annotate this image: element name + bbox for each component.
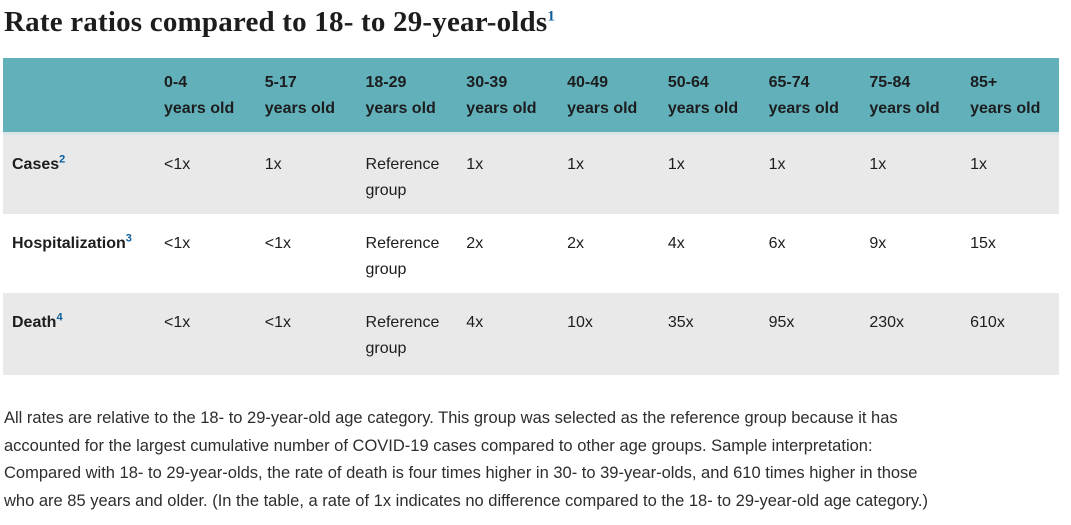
row-label-text: Hospitalization [12,235,126,252]
column-header-5-17: 5-17 years old [252,58,354,135]
footnote-ref-2[interactable]: 2 [59,153,66,166]
column-header-40-49: 40-49 years old [555,58,656,135]
age-range-label: 65-74 [768,74,810,91]
column-header-50-64: 50-64 years old [655,58,757,135]
rate-cell: 15x [970,235,996,252]
age-range-label: 0-4 [164,74,188,91]
row-header-cases: Cases2 [3,134,152,215]
rate-cell: 1x [970,156,988,173]
rate-cell: 6x [768,235,786,252]
column-header-18-29: 18-29 years old [353,58,455,135]
rate-cell: 4x [667,235,685,252]
rate-cell: 10x [567,314,593,331]
rate-cell-reference: Reference group [365,314,440,357]
rate-cell: <1x [264,314,292,331]
rate-cell: <1x [164,156,191,173]
age-suffix-label: years old [869,100,940,117]
age-range-label: 85+ [970,74,998,91]
rate-cell: 1x [466,156,484,173]
rate-cell: 610x [970,314,1005,331]
footnote-ref-3[interactable]: 3 [125,232,132,245]
column-header-75-84: 75-84 years old [857,58,959,135]
rate-cell: <1x [164,235,191,252]
age-range-label: 50-64 [667,74,709,91]
rate-cell: 1x [667,156,685,173]
rate-cell: <1x [264,235,292,252]
table-row-death: Death4 <1x <1x Reference group 4x 10x 35… [3,293,1059,375]
rate-cell-reference: Reference group [365,156,440,199]
column-header-0-4: 0-4 years old [152,58,253,135]
rate-cell: 4x [466,314,484,331]
age-range-label: 30-39 [466,74,508,91]
column-header-65-74: 65-74 years old [756,58,858,135]
footnote-ref-4[interactable]: 4 [56,311,63,324]
rate-cell: 1x [768,156,786,173]
rate-cell: 1x [567,156,584,173]
age-suffix-label: years old [466,100,537,117]
rate-cell: <1x [164,314,191,331]
age-range-label: 40-49 [567,74,608,91]
rate-cell: 35x [667,314,694,331]
row-label-text: Cases [12,156,60,173]
rate-cell: 1x [264,156,282,173]
age-suffix-label: years old [164,100,235,117]
page-title-text: Rate ratios compared to 18- to 29-year-o… [4,6,548,38]
age-suffix-label: years old [567,100,638,117]
age-suffix-label: years old [264,100,336,117]
age-range-label: 5-17 [264,74,297,91]
rate-cell: 2x [466,235,484,252]
page-title: Rate ratios compared to 18- to 29-year-o… [4,2,1071,42]
table-description: All rates are relative to the 18- to 29-… [4,409,928,510]
column-header-30-39: 30-39 years old [454,58,556,135]
table-header-row: 0-4 years old 5-17 years old 18-29 years… [3,58,1059,135]
row-header-hospitalization: Hospitalization3 [3,214,152,293]
age-suffix-label: years old [365,100,436,117]
age-range-label: 18-29 [365,74,407,91]
column-header-85-plus: 85+ years old [958,58,1059,135]
rate-cell: 230x [869,314,905,331]
age-suffix-label: years old [768,100,839,117]
table-row-cases: Cases2 <1x 1x Reference group 1x 1x 1x 1… [3,133,1059,215]
age-range-label: 75-84 [869,74,911,91]
row-header-death: Death4 [3,293,152,375]
rate-cell: 95x [768,314,795,331]
rate-cell: 9x [869,235,887,252]
footnote-ref-1[interactable]: 1 [547,8,556,25]
rate-cell: 1x [869,156,887,173]
row-label-text: Death [12,314,57,331]
corner-cell [3,58,152,135]
rate-cell-reference: Reference group [365,235,440,278]
rate-ratio-table: 0-4 years old 5-17 years old 18-29 years… [3,58,1059,375]
rate-cell: 2x [567,235,584,252]
age-suffix-label: years old [970,100,1041,117]
age-suffix-label: years old [667,100,739,117]
table-row-hospitalization: Hospitalization3 <1x <1x Reference group… [3,214,1059,293]
